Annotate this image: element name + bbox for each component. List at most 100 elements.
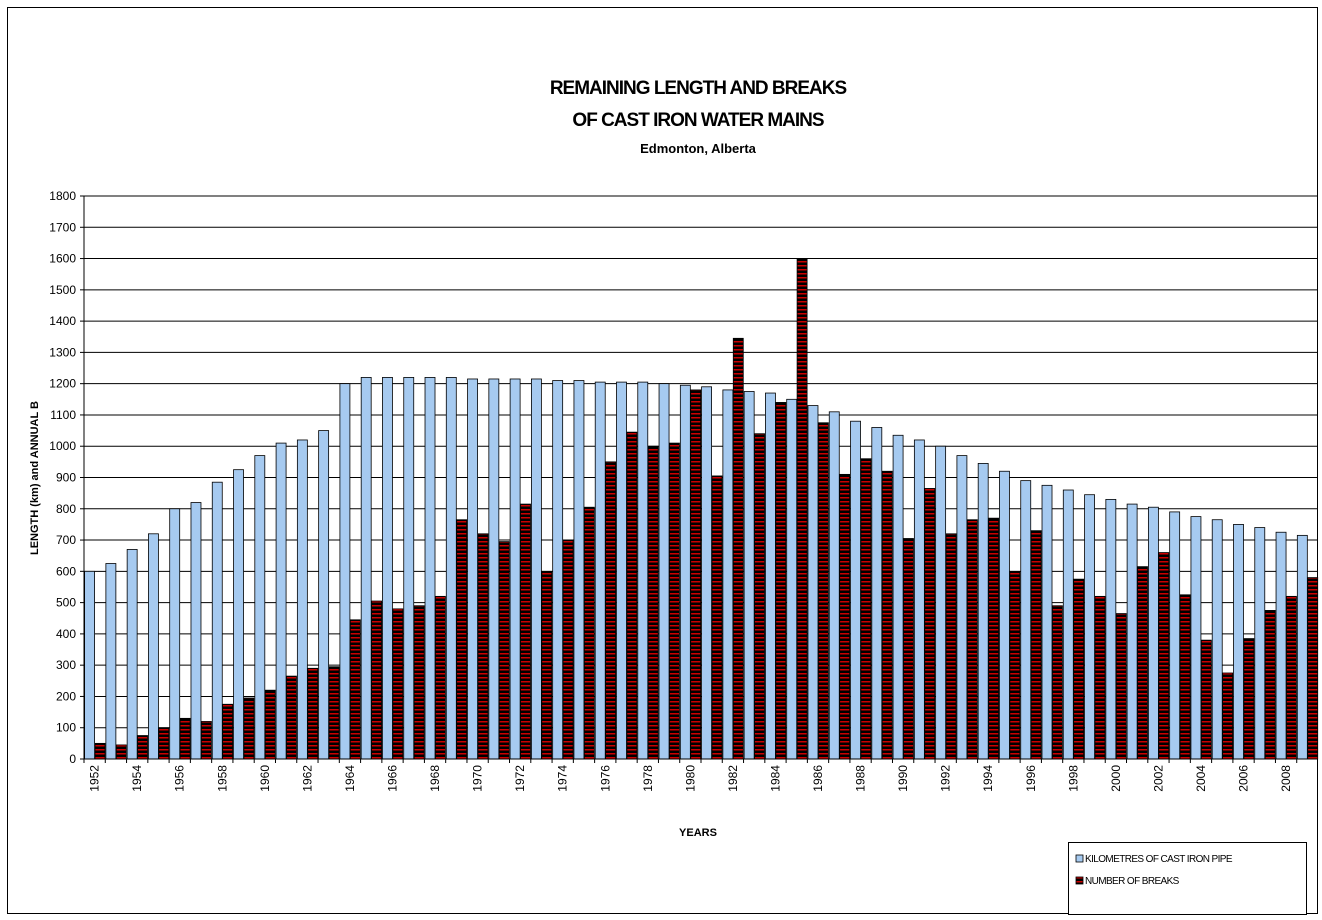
breaks-bar <box>286 675 297 760</box>
y-tick-label: 1800 <box>49 189 76 203</box>
breaks-bar <box>328 666 340 760</box>
breaks-bar <box>1179 594 1191 760</box>
length-bar <box>233 469 244 760</box>
y-tick-label: 1600 <box>49 252 76 266</box>
breaks-bar <box>243 697 255 760</box>
x-tick-label: 1998 <box>1066 765 1080 792</box>
length-bar <box>1190 516 1202 760</box>
breaks-bar <box>200 721 212 760</box>
length-bar <box>1275 531 1287 760</box>
x-tick-label: 1976 <box>598 765 612 792</box>
length-bar <box>126 549 138 760</box>
x-tick-label: 1962 <box>300 765 314 792</box>
breaks-bar <box>137 735 148 760</box>
length-bar <box>658 383 670 760</box>
length-bar <box>360 377 372 760</box>
breaks-bar <box>435 595 446 760</box>
breaks-bar <box>711 475 723 760</box>
length-bar <box>296 439 308 760</box>
x-tick-label: 1956 <box>173 765 187 792</box>
length-bar <box>403 377 415 760</box>
legend-box <box>1068 842 1307 915</box>
breaks-bar <box>1115 613 1127 760</box>
y-tick-label: 1400 <box>49 314 76 328</box>
length-bar <box>573 380 585 760</box>
chart-subtitle: Edmonton, Alberta <box>640 141 757 156</box>
breaks-bar <box>1243 638 1255 760</box>
length-bar <box>1084 494 1095 760</box>
length-bar <box>530 378 542 760</box>
length-bar <box>765 392 776 760</box>
breaks-bar <box>541 570 553 760</box>
y-tick-label: 1100 <box>50 408 76 422</box>
breaks-bar <box>881 470 893 760</box>
breaks-bar <box>1286 595 1297 760</box>
breaks-bar <box>583 506 595 760</box>
length-bar <box>211 481 223 760</box>
length-bar <box>382 377 393 760</box>
x-tick-label: 2000 <box>1109 765 1123 792</box>
y-tick-label: 700 <box>56 533 76 547</box>
breaks-bar <box>1073 578 1085 760</box>
length-bar <box>935 445 947 760</box>
breaks-bar <box>477 533 489 760</box>
y-tick-label: 800 <box>56 502 76 516</box>
length-bar <box>169 508 181 760</box>
breaks-bar <box>1222 672 1234 760</box>
breaks-bar <box>1137 566 1148 760</box>
breaks-bar <box>1264 610 1276 760</box>
x-tick-label: 2006 <box>1237 765 1251 792</box>
y-tick-label: 1700 <box>49 220 76 234</box>
breaks-bar <box>158 727 170 760</box>
breaks-bar <box>413 605 425 760</box>
breaks-bar <box>1009 570 1021 760</box>
y-tick-label: 300 <box>56 658 76 672</box>
x-tick-label: 1994 <box>981 765 995 792</box>
breaks-bar <box>775 402 787 760</box>
length-bar <box>1062 489 1074 760</box>
length-bar <box>616 381 627 760</box>
length-bar <box>467 378 478 760</box>
breaks-bar <box>860 458 872 760</box>
x-tick-label: 1958 <box>215 765 229 792</box>
breaks-bar <box>498 541 510 760</box>
breaks-bar <box>754 433 765 760</box>
x-tick-label: 1954 <box>130 765 144 792</box>
y-tick-label: 100 <box>56 721 76 735</box>
breaks-bar <box>647 445 659 760</box>
breaks-bar <box>520 503 531 760</box>
breaks-bar <box>669 442 680 760</box>
length-bar <box>701 386 712 760</box>
x-tick-label: 1970 <box>471 765 485 792</box>
chart-title: OF CAST IRON WATER MAINS <box>572 110 823 131</box>
length-bar <box>1169 511 1181 760</box>
breaks-bar <box>264 689 276 760</box>
breaks-bar <box>732 337 744 760</box>
breaks-bar <box>945 533 957 760</box>
length-bar <box>552 380 564 760</box>
length-bar <box>871 427 883 760</box>
breaks-bar <box>456 519 468 760</box>
length-bar <box>275 442 287 760</box>
x-tick-label: 2004 <box>1194 765 1208 792</box>
x-tick-label: 1978 <box>641 765 655 792</box>
breaks-bar <box>307 667 319 760</box>
length-bar <box>84 570 95 760</box>
length-bar <box>339 383 351 760</box>
length-bar <box>786 398 798 760</box>
y-tick-label: 1200 <box>49 377 76 391</box>
legend-swatch <box>1075 876 1084 885</box>
chart-title: REMAINING LENGTH AND BREAKS <box>550 78 847 99</box>
length-bar <box>1020 480 1032 760</box>
breaks-bar <box>903 538 914 760</box>
length-bar <box>807 405 819 760</box>
y-tick-label: 200 <box>56 689 76 703</box>
x-tick-label: 1972 <box>513 765 527 792</box>
legend-label: KILOMETRES OF CAST IRON PIPE <box>1085 854 1233 865</box>
breaks-bar <box>349 619 361 760</box>
length-bar <box>1211 519 1223 760</box>
length-bar <box>254 455 266 760</box>
length-bar <box>1126 503 1138 760</box>
length-bar <box>488 378 500 760</box>
